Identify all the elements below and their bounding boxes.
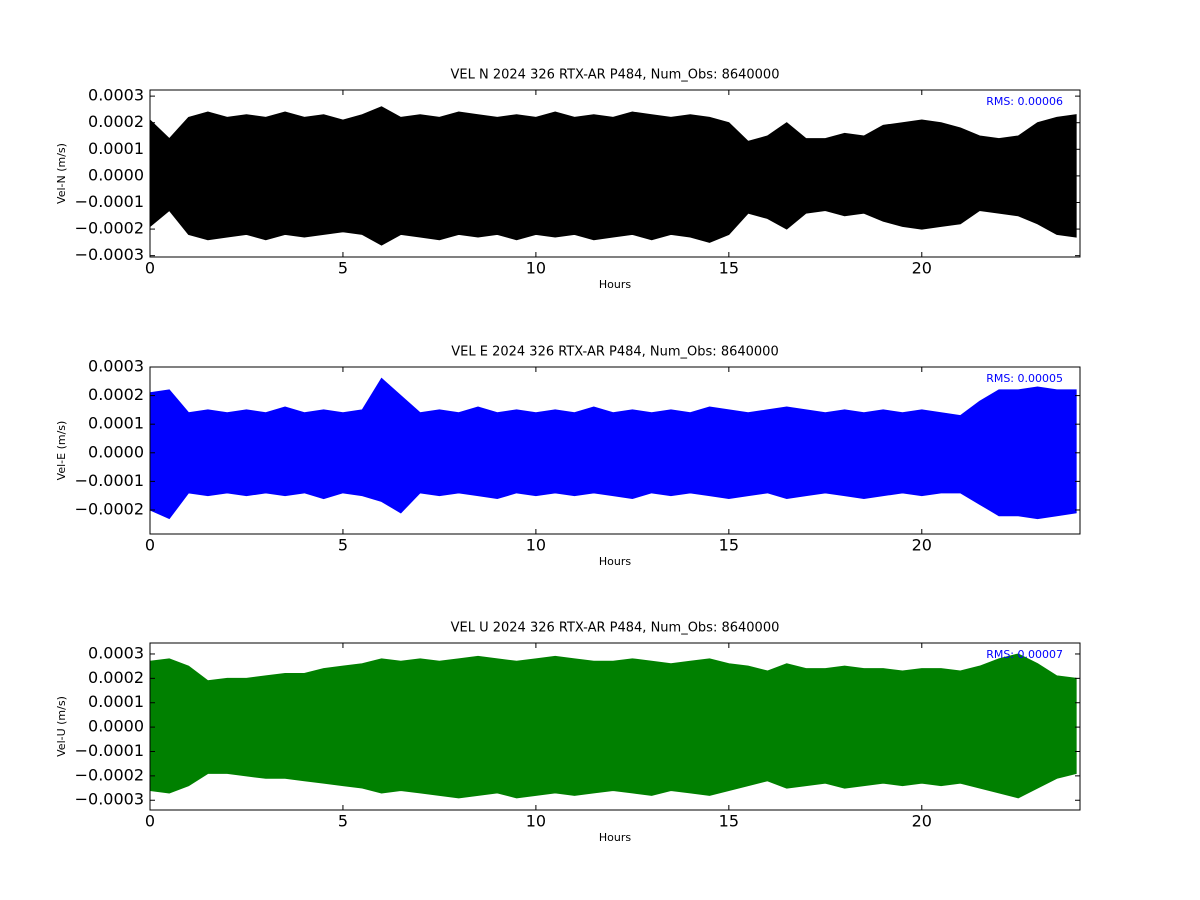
y-tick-label: −0.0003 [75, 245, 144, 264]
y-axis-label: Vel-U (m/s) [55, 696, 68, 757]
x-tick-label: 0 [145, 812, 155, 831]
chart-title: VEL E 2024 326 RTX-AR P484, Num_Obs: 864… [451, 345, 778, 360]
chart-title: VEL U 2024 326 RTX-AR P484, Num_Obs: 864… [451, 621, 780, 636]
y-tick-label: 0.0000 [88, 442, 144, 461]
plot-area [150, 377, 1077, 520]
x-tick-label: 10 [526, 536, 546, 555]
x-tick-label: 5 [338, 812, 348, 831]
y-axis-label: Vel-N (m/s) [55, 143, 68, 204]
signal-envelope [150, 452, 1077, 520]
x-axis-label: Hours [599, 831, 631, 844]
x-axis-label: Hours [599, 278, 631, 291]
axes-frame [149, 366, 1081, 535]
x-tick-label: 5 [338, 536, 348, 555]
signal-envelope [150, 726, 1077, 799]
signal-envelope [150, 175, 1077, 246]
x-tick-label: 0 [145, 259, 155, 278]
y-axis-label: Vel-E (m/s) [55, 421, 68, 481]
rms-annotation: RMS: 0.00007 [986, 648, 1063, 661]
plot-area [150, 653, 1077, 799]
x-tick-label: 10 [526, 259, 546, 278]
x-tick-label: 20 [912, 259, 932, 278]
y-tick-label: −0.0002 [75, 765, 144, 784]
y-tick-label: −0.0001 [75, 741, 144, 760]
x-tick-label: 15 [719, 812, 739, 831]
y-tick-label: 0.0001 [88, 414, 144, 433]
y-tick-label: 0.0000 [88, 165, 144, 184]
x-tick-label: 10 [526, 812, 546, 831]
y-tick-label: −0.0001 [75, 192, 144, 211]
y-tick-label: −0.0003 [75, 790, 144, 809]
rms-annotation: RMS: 0.00006 [986, 95, 1063, 108]
x-tick-label: 20 [912, 812, 932, 831]
rms-annotation: RMS: 0.00005 [986, 372, 1063, 385]
y-tick-label: 0.0002 [88, 112, 144, 131]
axes-frame [149, 642, 1081, 811]
y-tick-label: 0.0002 [88, 668, 144, 687]
y-tick-label: 0.0001 [88, 692, 144, 711]
axes-frame [149, 89, 1081, 258]
x-tick-label: 5 [338, 259, 348, 278]
y-tick-label: 0.0001 [88, 139, 144, 158]
x-tick-label: 0 [145, 536, 155, 555]
x-tick-label: 20 [912, 536, 932, 555]
signal-envelope [150, 106, 1077, 177]
y-tick-label: −0.0002 [75, 499, 144, 518]
x-tick-label: 15 [719, 536, 739, 555]
x-axis-label: Hours [599, 555, 631, 568]
x-tick-label: 15 [719, 259, 739, 278]
y-tick-label: 0.0003 [88, 643, 144, 662]
y-tick-label: 0.0003 [88, 357, 144, 376]
y-tick-label: 0.0000 [88, 717, 144, 736]
signal-envelope [150, 377, 1077, 454]
plot-area [150, 106, 1077, 246]
y-tick-label: 0.0002 [88, 385, 144, 404]
y-tick-label: 0.0003 [88, 86, 144, 105]
y-tick-label: −0.0001 [75, 471, 144, 490]
y-tick-label: −0.0002 [75, 219, 144, 238]
signal-envelope [150, 653, 1077, 728]
chart-title: VEL N 2024 326 RTX-AR P484, Num_Obs: 864… [451, 68, 780, 83]
